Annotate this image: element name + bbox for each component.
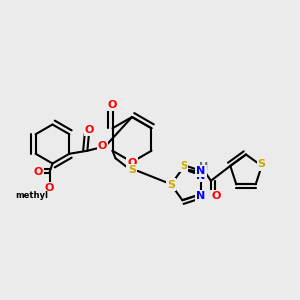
Text: S: S [180, 161, 188, 171]
Text: O: O [108, 100, 117, 110]
Text: S: S [258, 159, 266, 170]
Text: S: S [128, 165, 136, 175]
Text: O: O [98, 141, 107, 151]
Text: O: O [85, 125, 94, 135]
Text: O: O [127, 158, 137, 169]
Text: O: O [211, 191, 221, 201]
Text: N: N [196, 191, 206, 201]
Text: O: O [33, 167, 43, 177]
Text: O: O [45, 183, 54, 193]
Text: N: N [196, 171, 206, 181]
Text: N: N [196, 166, 206, 176]
Text: S: S [167, 179, 175, 190]
Text: methyl: methyl [16, 191, 49, 200]
Text: H: H [199, 162, 208, 172]
